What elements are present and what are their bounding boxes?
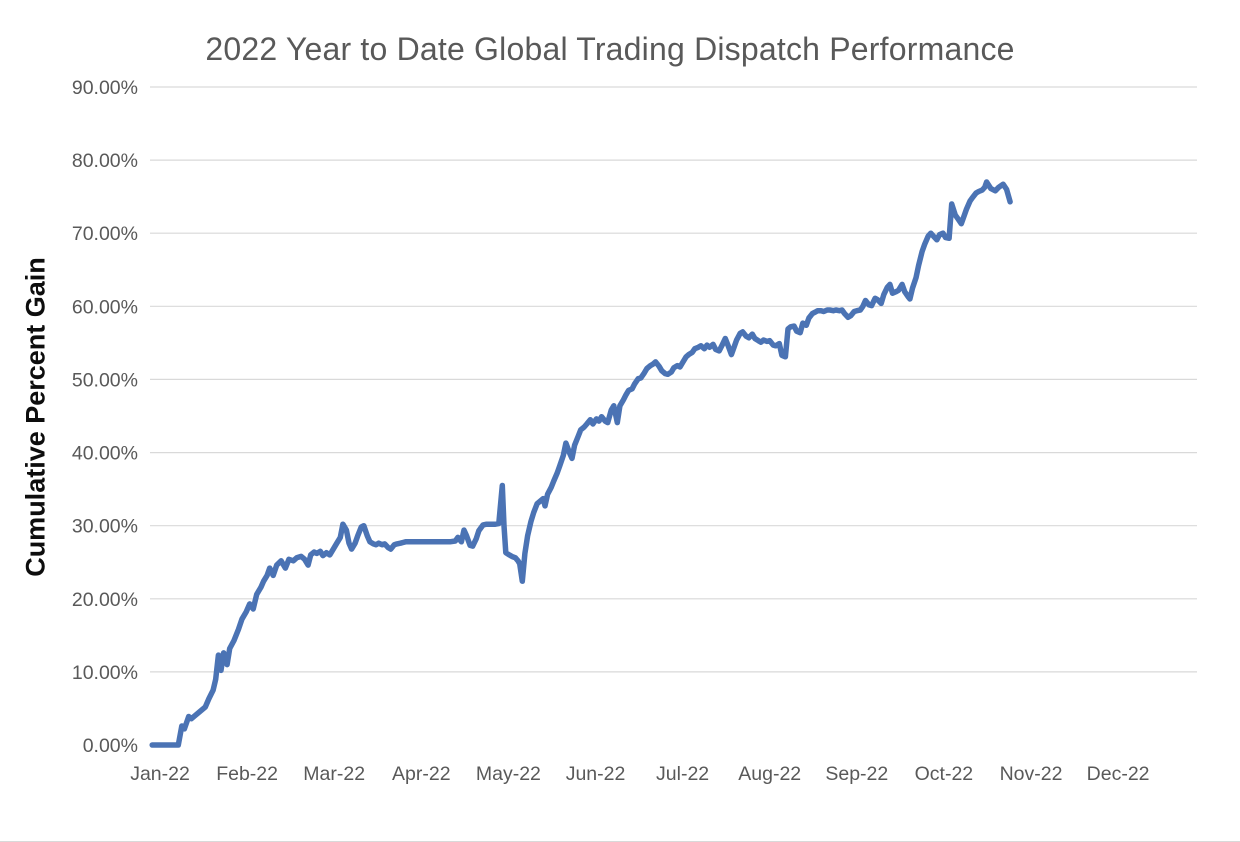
y-tick-label: 20.00% <box>72 589 138 611</box>
x-tick-label: Jan-22 <box>130 763 190 785</box>
y-tick-label: 70.00% <box>72 223 138 245</box>
x-tick-label: Apr-22 <box>392 763 451 785</box>
y-tick-label: 60.00% <box>72 296 138 318</box>
x-tick-label: Jul-22 <box>656 763 709 785</box>
performance-line <box>149 179 1013 748</box>
x-tick-label: Mar-22 <box>303 763 365 785</box>
x-tick-label: Jun-22 <box>566 763 626 785</box>
x-tick-label: Feb-22 <box>216 763 278 785</box>
y-tick-label: 80.00% <box>72 150 138 172</box>
y-tick-label: 90.00% <box>72 77 138 99</box>
x-tick-label: Dec-22 <box>1087 763 1150 785</box>
y-tick-label: 30.00% <box>72 516 138 538</box>
y-tick-label: 10.00% <box>72 662 138 684</box>
x-tick-label: Nov-22 <box>1000 763 1063 785</box>
y-tick-label: 40.00% <box>72 443 138 465</box>
x-tick-label: Oct-22 <box>915 763 974 785</box>
x-tick-label: Sep-22 <box>825 763 888 785</box>
x-tick-label: Aug-22 <box>738 763 801 785</box>
y-tick-label: 50.00% <box>72 369 138 391</box>
chart-title: 2022 Year to Date Global Trading Dispatc… <box>205 31 1015 67</box>
x-tick-label: May-22 <box>476 763 541 785</box>
y-tick-label: 0.00% <box>83 735 138 757</box>
